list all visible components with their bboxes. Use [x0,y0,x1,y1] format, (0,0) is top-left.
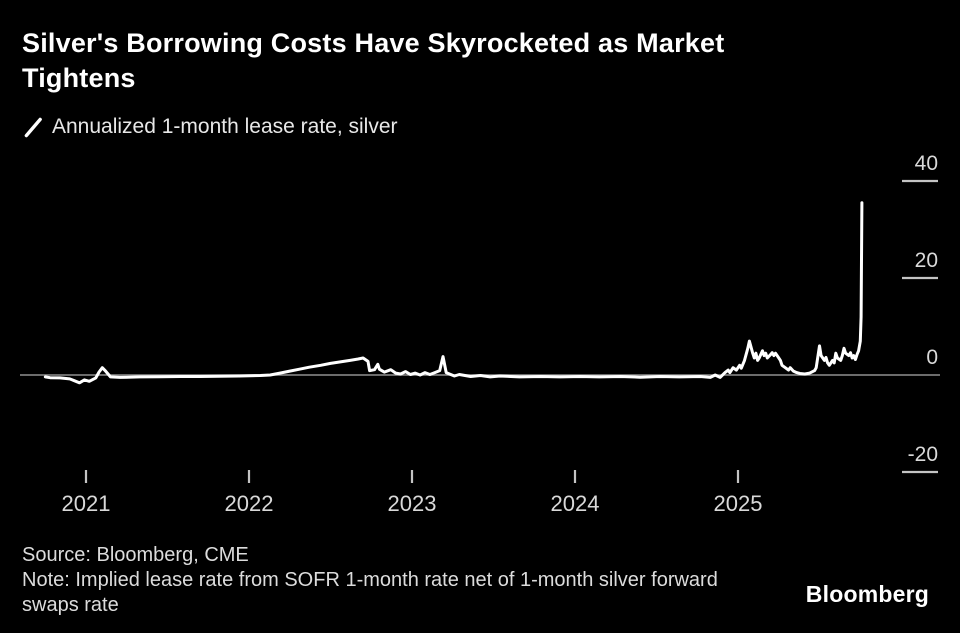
y-axis-label: 20 [915,249,938,272]
lease-rate-line [43,201,864,385]
y-axis-label: 0 [926,346,938,369]
y-axis-label: -20 [908,443,938,466]
x-axis-label: 2023 [388,491,437,516]
y-axis-label: 40 [915,152,938,175]
bloomberg-logo: Bloomberg [805,581,929,607]
x-axis-label: 2025 [714,491,763,516]
line-series-marker-icon [24,117,42,137]
note-text: Note: Implied lease rate from SOFR 1-mon… [22,569,718,616]
x-axis-label: 2024 [551,491,600,516]
source-text: Source: Bloomberg, CME [22,544,249,566]
chart-title: Silver's Borrowing Costs Have Skyrockete… [22,28,725,93]
x-axis-label: 2022 [225,491,274,516]
x-axis-label: 2021 [62,491,111,516]
legend-label: Annualized 1-month lease rate, silver [52,115,398,138]
legend: Annualized 1-month lease rate, silver [24,115,398,139]
